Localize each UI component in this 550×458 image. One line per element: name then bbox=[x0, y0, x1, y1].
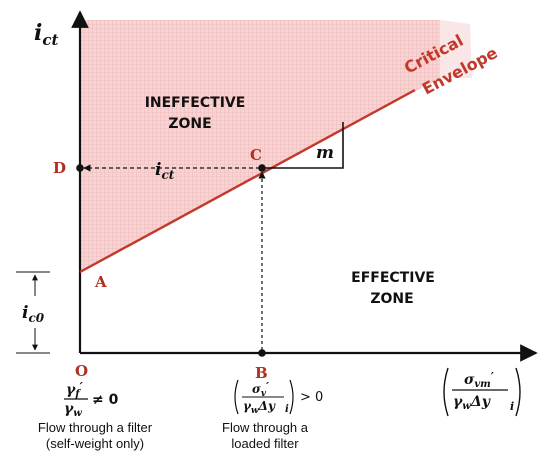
point-c-marker bbox=[258, 164, 266, 172]
effective-zone-label-line2: ZONE bbox=[370, 291, 413, 307]
ict-label: ict bbox=[155, 160, 175, 182]
x-axis-end-ratio-annotation: σvm′ γwΔy i bbox=[443, 367, 521, 417]
point-a-label: A bbox=[94, 273, 107, 291]
y-axis-label: ict bbox=[34, 20, 58, 49]
point-c-label: C bbox=[250, 146, 262, 164]
point-d-marker bbox=[76, 164, 84, 172]
slope-triangle bbox=[262, 122, 344, 169]
effective-zone-label-line1: EFFECTIVE bbox=[351, 270, 435, 286]
ineffective-zone-fade bbox=[440, 20, 472, 78]
caption-self-weight: Flow through a filter (self-weight only) bbox=[10, 420, 180, 452]
point-d-label: D bbox=[53, 159, 66, 177]
caption-loaded-filter: Flow through a loaded filter bbox=[200, 420, 330, 452]
critical-envelope-line bbox=[79, 88, 416, 274]
svg-text:≠ 0: ≠ 0 bbox=[92, 392, 119, 408]
ineffective-zone-fill bbox=[80, 20, 440, 272]
svg-text:> 0: > 0 bbox=[300, 390, 323, 405]
origin-ratio-annotation: γf′ γw ≠ 0 bbox=[64, 380, 119, 419]
svg-text:γwΔy: γwΔy bbox=[453, 394, 491, 412]
point-b-ratio-annotation: σv′ γwΔy i > 0 bbox=[234, 379, 323, 416]
slope-label: m bbox=[316, 143, 334, 163]
caption-loaded-filter-line2: loaded filter bbox=[231, 436, 299, 451]
svg-text:i: i bbox=[510, 400, 514, 413]
svg-text:γf′: γf′ bbox=[66, 380, 84, 400]
svg-text:γw: γw bbox=[64, 401, 82, 419]
svg-text:i: i bbox=[285, 404, 289, 415]
ineffective-zone-label-line1: INEFFECTIVE bbox=[145, 95, 246, 111]
point-b-label: B bbox=[255, 364, 268, 382]
point-b-marker bbox=[258, 349, 266, 357]
ic0-label: ic0 bbox=[22, 303, 45, 325]
caption-loaded-filter-line1: Flow through a bbox=[222, 420, 308, 435]
svg-text:σv′: σv′ bbox=[252, 380, 269, 399]
caption-self-weight-line1: Flow through a filter bbox=[37, 420, 153, 435]
ineffective-zone-label-line2: ZONE bbox=[168, 116, 211, 132]
svg-text:σvm′: σvm′ bbox=[464, 370, 495, 390]
svg-text:γwΔy: γwΔy bbox=[243, 399, 276, 416]
point-o-label: O bbox=[75, 362, 88, 380]
caption-self-weight-line2: (self-weight only) bbox=[45, 436, 145, 451]
